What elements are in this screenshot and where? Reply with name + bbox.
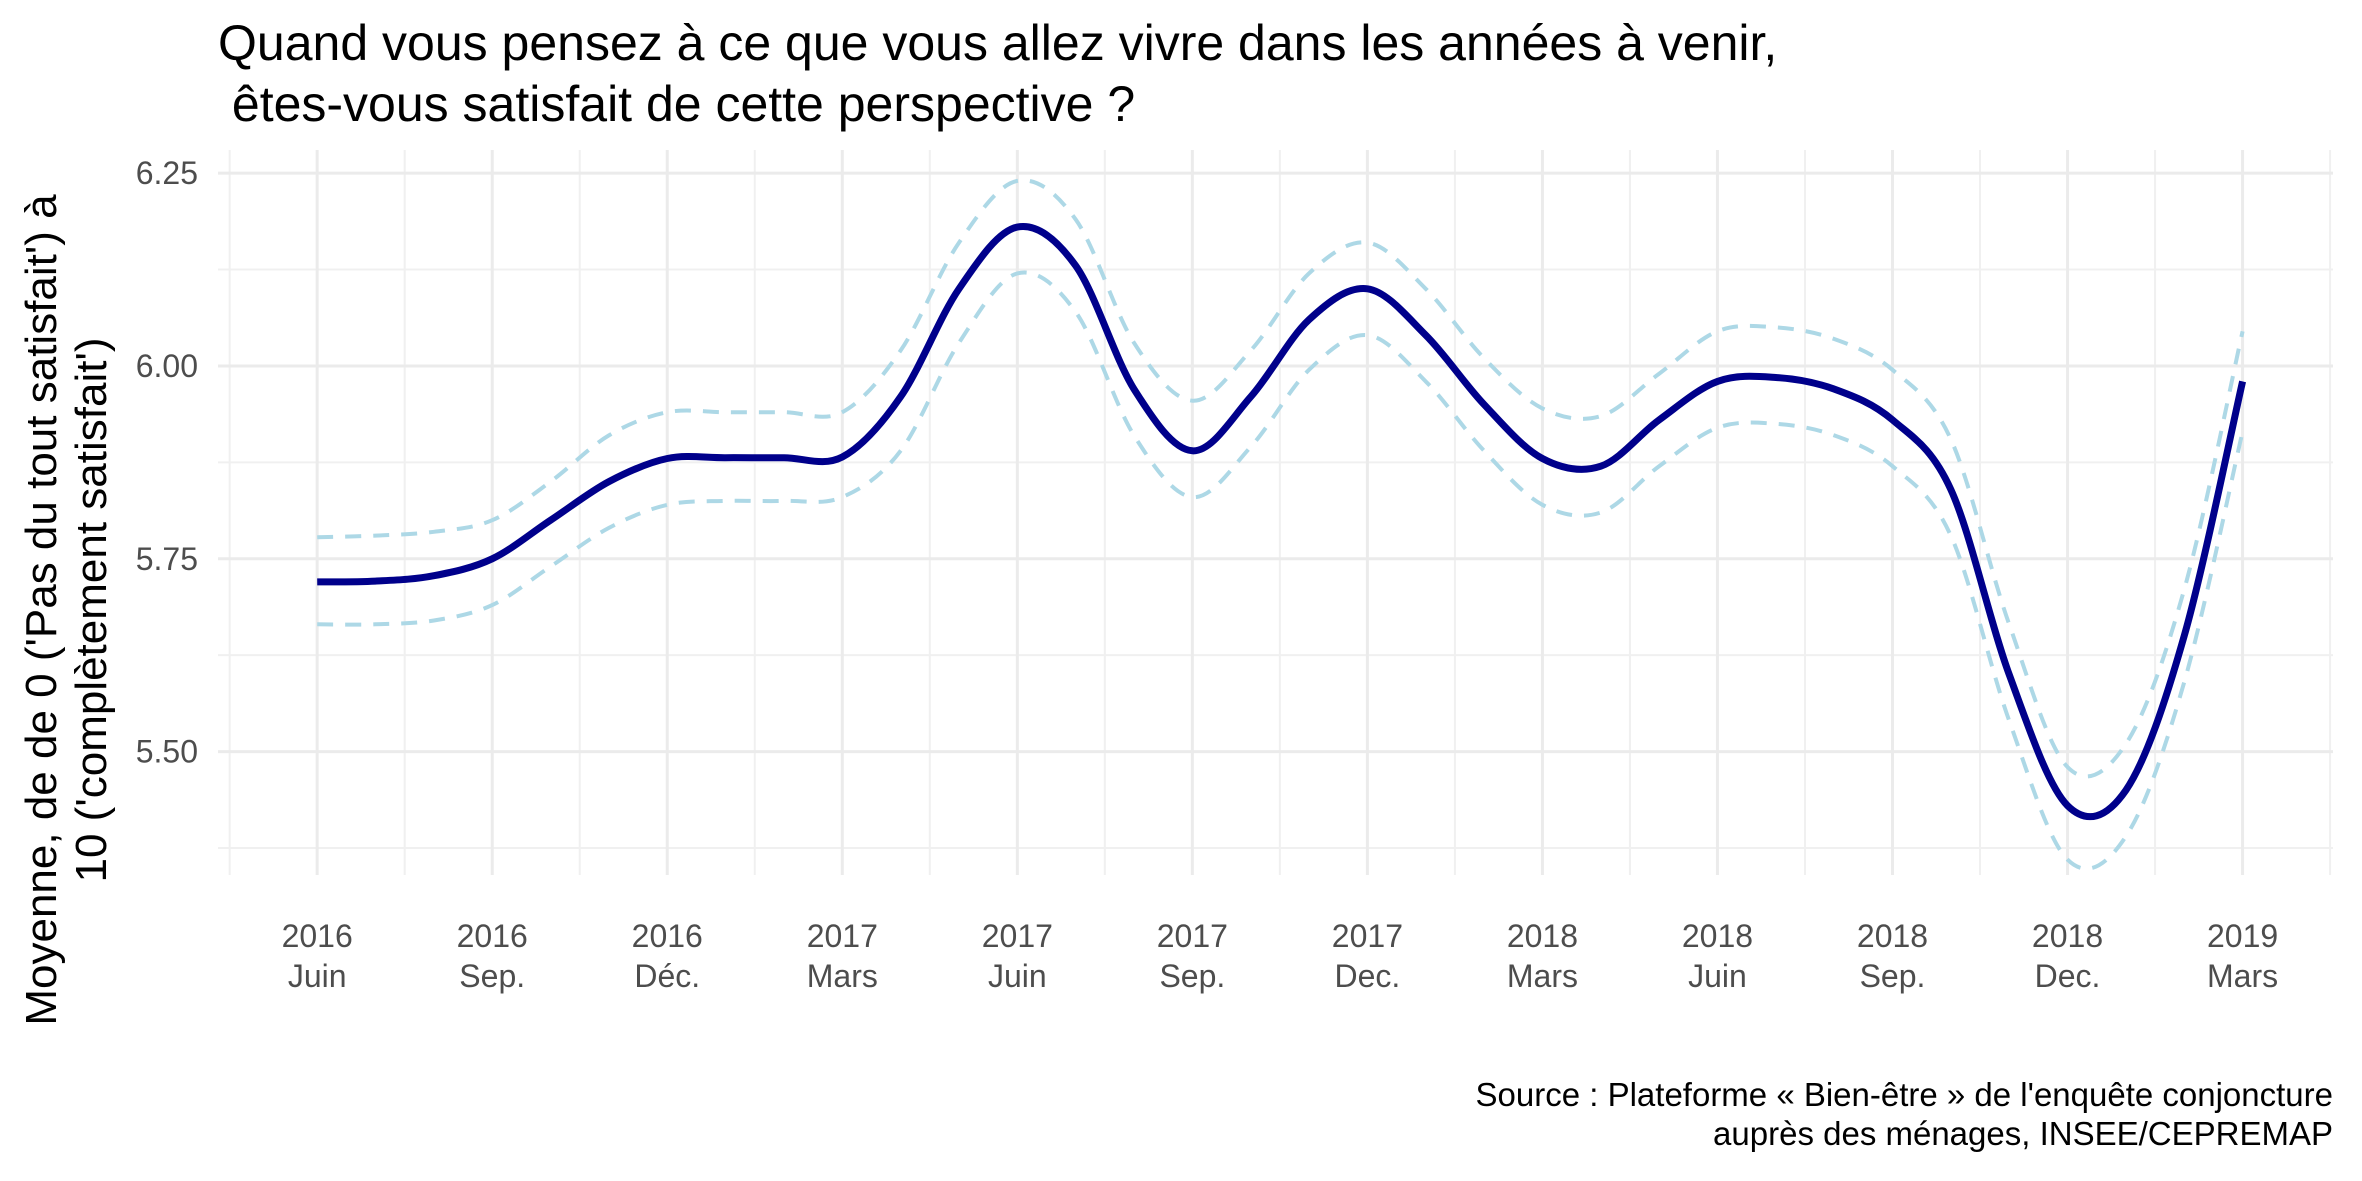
- y-tick-label: 6.00: [136, 348, 198, 384]
- chart-title-line-1: Quand vous pensez à ce que vous allez vi…: [218, 15, 1777, 71]
- y-axis-title: Moyenne, de de 0 ('Pas du tout satisfait…: [17, 194, 116, 1026]
- x-tick-label-month: Mars: [1507, 958, 1578, 994]
- major-gridlines: [218, 150, 2333, 875]
- x-axis-tick-labels: 2016 Juin 2016 Sep. 2016 Déc. 2017 Mars 2017 Juin…: [282, 918, 2279, 994]
- y-tick-label: 5.50: [136, 734, 198, 770]
- x-tick-label-year: 2018: [1857, 918, 1928, 954]
- x-tick-label-month: Juin: [288, 958, 347, 994]
- y-axis-title-line-1: Moyenne, de de 0 ('Pas du tout satisfait…: [17, 194, 66, 1026]
- x-tick-label-year: 2017: [982, 918, 1053, 954]
- y-tick-label: 5.75: [136, 541, 198, 577]
- x-tick-label-year: 2016: [282, 918, 353, 954]
- x-tick-label-year: 2017: [1157, 918, 1228, 954]
- x-tick-label-month: Mars: [2207, 958, 2278, 994]
- x-tick-label-month: Sep.: [459, 958, 525, 994]
- y-axis-title-line-2: 10 ('complètement satisfait'): [67, 337, 116, 882]
- x-tick-label-month: Dec.: [2035, 958, 2101, 994]
- source-caption: Source : Plateforme « Bien-être » de l'e…: [1476, 1076, 2333, 1152]
- minor-gridlines: [218, 150, 2333, 875]
- chart-title-line-2: êtes-vous satisfait de cette perspective…: [218, 76, 1135, 132]
- source-caption-line-1: Source : Plateforme « Bien-être » de l'e…: [1476, 1076, 2333, 1113]
- x-tick-label-month: Sep.: [1159, 958, 1225, 994]
- mean-line: [317, 223, 2247, 821]
- x-tick-label-year: 2019: [2207, 918, 2278, 954]
- x-tick-label-month: Mars: [807, 958, 878, 994]
- series-layer: [317, 178, 2247, 871]
- x-tick-label-year: 2016: [632, 918, 703, 954]
- x-tick-label-month: Dec.: [1334, 958, 1400, 994]
- x-tick-label-year: 2016: [457, 918, 528, 954]
- chart-title: Quand vous pensez à ce que vous allez vi…: [218, 15, 1777, 132]
- x-tick-label-year: 2017: [1332, 918, 1403, 954]
- x-tick-label-year: 2018: [1682, 918, 1753, 954]
- y-tick-label: 6.25: [136, 155, 198, 191]
- x-tick-label-year: 2017: [807, 918, 878, 954]
- source-caption-line-2: auprès des ménages, INSEE/CEPREMAP: [1713, 1115, 2333, 1152]
- x-tick-label-month: Juin: [988, 958, 1047, 994]
- lower-bound-line: [317, 270, 2245, 871]
- upper-bound-line: [317, 178, 2245, 779]
- x-tick-label-month: Juin: [1688, 958, 1747, 994]
- x-tick-label-month: Sep.: [1860, 958, 1926, 994]
- x-tick-label-year: 2018: [2032, 918, 2103, 954]
- x-tick-label-month: Déc.: [634, 958, 700, 994]
- y-axis-tick-labels: 5.50 5.75 6.00 6.25: [136, 155, 198, 769]
- x-tick-label-year: 2018: [1507, 918, 1578, 954]
